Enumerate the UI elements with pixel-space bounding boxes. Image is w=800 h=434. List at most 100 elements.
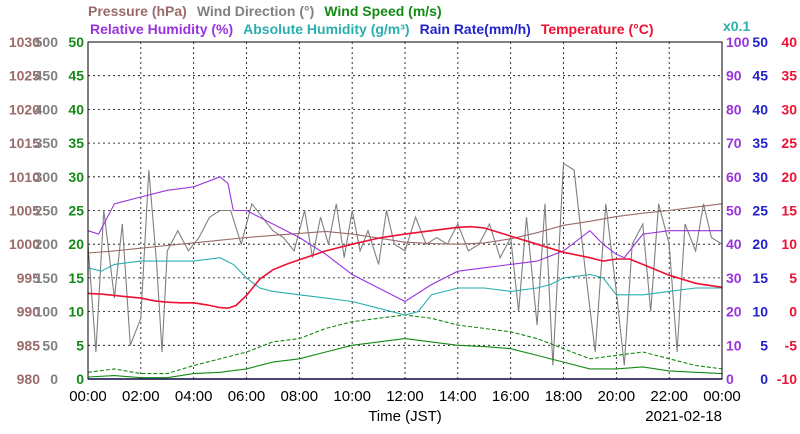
tick-label-wind_dir: 150 [35, 270, 59, 286]
tick-label-x: 08:00 [281, 388, 319, 405]
tick-label-x: 14:00 [439, 388, 477, 405]
plot-frame [87, 41, 723, 380]
tick-label-x: 16:00 [492, 388, 530, 405]
tick-label-wind_speed: 35 [68, 135, 84, 151]
tick-label-rh: 70 [726, 135, 742, 151]
tick-label-temp: 30 [781, 101, 797, 117]
tick-label-rh: 0 [726, 371, 734, 387]
tick-label-temp: 5 [789, 270, 797, 286]
tick-label-x: 00:00 [69, 388, 107, 405]
tick-label-rh: 30 [726, 270, 742, 286]
tick-label-x: 04:00 [175, 388, 213, 405]
tick-label-wind_speed: 45 [68, 68, 84, 84]
legend-pressure: Pressure (hPa) [88, 3, 187, 19]
tick-label-rh: 20 [726, 304, 742, 320]
tick-label-wind_dir: 100 [35, 304, 59, 320]
tick-label-pressure: 995 [17, 270, 41, 286]
tick-label-wind_speed: 20 [68, 236, 84, 252]
series-layer [87, 162, 723, 380]
tick-label-x: 00:00 [703, 388, 741, 405]
tick-label-temp: 20 [781, 169, 797, 185]
tick-label-wind_speed: 10 [68, 304, 84, 320]
tick-label-x: 06:00 [228, 388, 266, 405]
tick-label-pressure: 990 [17, 304, 41, 320]
plot-grid [88, 42, 722, 379]
series-line-rh [87, 176, 722, 303]
tick-label-rain: 50 [752, 34, 768, 50]
legend-rain: Rain Rate(mm/h) [420, 21, 531, 37]
tick-label-pressure: 1030 [9, 34, 40, 50]
tick-label-rh: 80 [726, 101, 742, 117]
tick-label-wind_dir: 400 [35, 101, 59, 117]
legend-wind_dir: Wind Direction (°) [197, 3, 314, 19]
tick-label-temp: 0 [789, 304, 797, 320]
tick-label-rh: 40 [726, 236, 742, 252]
tick-label-rain: 15 [752, 270, 768, 286]
series-line-pressure [87, 203, 723, 254]
tick-label-wind_speed: 0 [76, 371, 84, 387]
tick-label-pressure: 985 [17, 337, 41, 353]
tick-label-wind_dir: 300 [35, 169, 59, 185]
tick-label-rain: 40 [752, 101, 768, 117]
tick-label-x: 12:00 [386, 388, 424, 405]
tick-label-wind_speed: 30 [68, 169, 84, 185]
tick-label-temp: -10 [777, 371, 797, 387]
tick-label-wind_speed: 5 [76, 337, 84, 353]
legend-wind_speed: Wind Speed (m/s) [324, 3, 441, 19]
tick-label-rh: 50 [726, 203, 742, 219]
legend: Pressure (hPa) Wind Direction (°) Wind Spe… [88, 3, 654, 37]
tick-label-pressure: 1020 [9, 101, 40, 117]
chart-date: 2021-02-18 [645, 408, 722, 425]
tick-label-x: 20:00 [598, 388, 636, 405]
series-line-wind_speed [87, 338, 723, 379]
tick-label-wind_dir: 250 [35, 203, 59, 219]
legend-temp: Temperature (°C) [541, 21, 654, 37]
tick-label-x: 10:00 [333, 388, 371, 405]
tick-label-rain: 35 [752, 135, 768, 151]
tick-label-wind_dir: 50 [42, 337, 58, 353]
tick-label-rain: 45 [752, 68, 768, 84]
axis-tick-labels: 9809859909951000100510101015102010251030… [9, 34, 797, 405]
tick-label-wind_dir: 350 [35, 135, 59, 151]
tick-label-wind_speed: 15 [68, 270, 84, 286]
tick-label-wind_dir: 500 [35, 34, 59, 50]
tick-label-pressure: 980 [17, 371, 41, 387]
tick-label-wind_speed: 25 [68, 203, 84, 219]
legend-ah: Absolute Humidity (g/m³) [243, 21, 409, 37]
series-line-wind_dir [87, 162, 723, 366]
tick-label-x: 02:00 [122, 388, 160, 405]
tick-label-temp: -5 [785, 337, 798, 353]
tick-label-pressure: 1015 [9, 135, 40, 151]
tick-label-rh: 90 [726, 68, 742, 84]
tick-label-temp: 40 [781, 34, 797, 50]
tick-label-temp: 15 [781, 203, 797, 219]
tick-label-rh: 100 [726, 34, 750, 50]
series-line-ah [87, 257, 722, 316]
tick-label-temp: 35 [781, 68, 797, 84]
ah-scale-note: x0.1 [723, 18, 750, 34]
tick-label-pressure: 1000 [9, 236, 40, 252]
tick-label-wind_dir: 0 [50, 371, 58, 387]
tick-label-wind_speed: 50 [68, 34, 84, 50]
tick-label-wind_speed: 40 [68, 101, 84, 117]
tick-label-pressure: 1005 [9, 203, 40, 219]
tick-label-rain: 10 [752, 304, 768, 320]
tick-label-temp: 10 [781, 236, 797, 252]
series-line-temp [87, 225, 723, 310]
tick-label-temp: 25 [781, 135, 797, 151]
tick-label-rain: 30 [752, 169, 768, 185]
tick-label-x: 22:00 [650, 388, 688, 405]
tick-label-rain: 25 [752, 203, 768, 219]
legend-rh: Relative Humidity (%) [90, 21, 233, 37]
tick-label-rain: 20 [752, 236, 768, 252]
tick-label-wind_dir: 450 [35, 68, 59, 84]
tick-label-pressure: 1010 [9, 169, 40, 185]
tick-label-rh: 10 [726, 337, 742, 353]
tick-label-wind_dir: 200 [35, 236, 59, 252]
x-axis-label: Time (JST) [368, 408, 442, 425]
tick-label-rain: 0 [760, 371, 768, 387]
tick-label-x: 18:00 [545, 388, 583, 405]
tick-label-rain: 5 [760, 337, 768, 353]
tick-label-pressure: 1025 [9, 68, 40, 84]
